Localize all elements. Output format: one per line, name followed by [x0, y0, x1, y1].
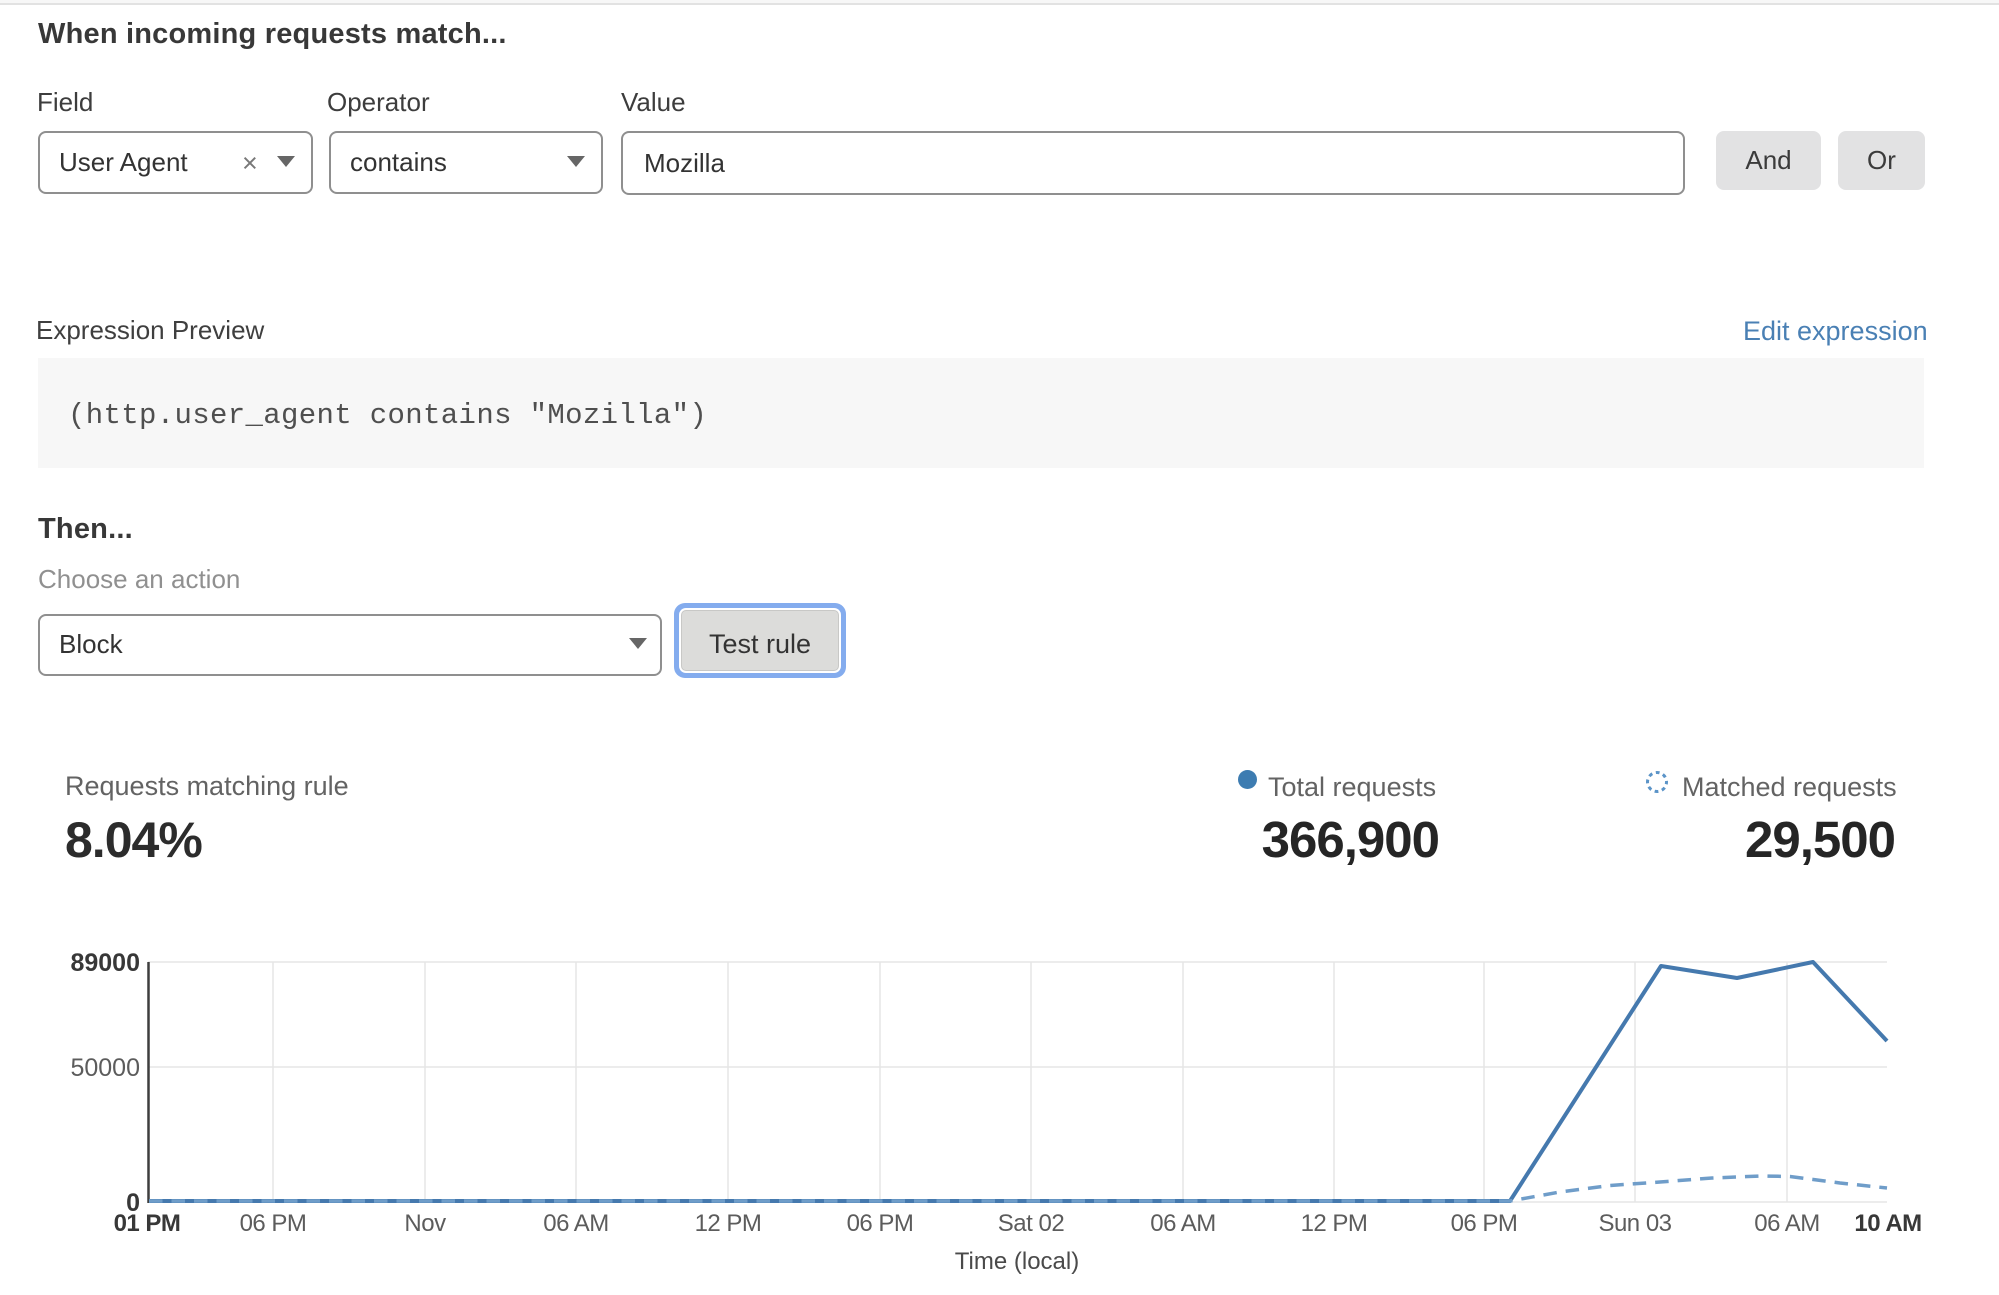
svg-text:06 AM: 06 AM: [1150, 1210, 1216, 1237]
svg-text:Nov: Nov: [404, 1210, 446, 1237]
svg-text:06 PM: 06 PM: [847, 1210, 914, 1237]
svg-text:89000: 89000: [70, 949, 140, 977]
svg-text:06 PM: 06 PM: [240, 1210, 307, 1237]
svg-text:06 AM: 06 AM: [543, 1210, 609, 1237]
svg-text:50000: 50000: [70, 1054, 140, 1082]
svg-text:12 PM: 12 PM: [1301, 1210, 1368, 1237]
svg-text:0: 0: [126, 1189, 140, 1217]
svg-text:Sat 02: Sat 02: [998, 1210, 1065, 1237]
svg-text:06 PM: 06 PM: [1451, 1210, 1518, 1237]
svg-text:12 PM: 12 PM: [695, 1210, 762, 1237]
svg-text:06 AM: 06 AM: [1754, 1210, 1820, 1237]
svg-text:Time (local): Time (local): [955, 1248, 1079, 1275]
svg-text:10 AM: 10 AM: [1854, 1210, 1921, 1237]
svg-text:Sun 03: Sun 03: [1598, 1210, 1671, 1237]
svg-text:01 PM: 01 PM: [114, 1210, 181, 1237]
